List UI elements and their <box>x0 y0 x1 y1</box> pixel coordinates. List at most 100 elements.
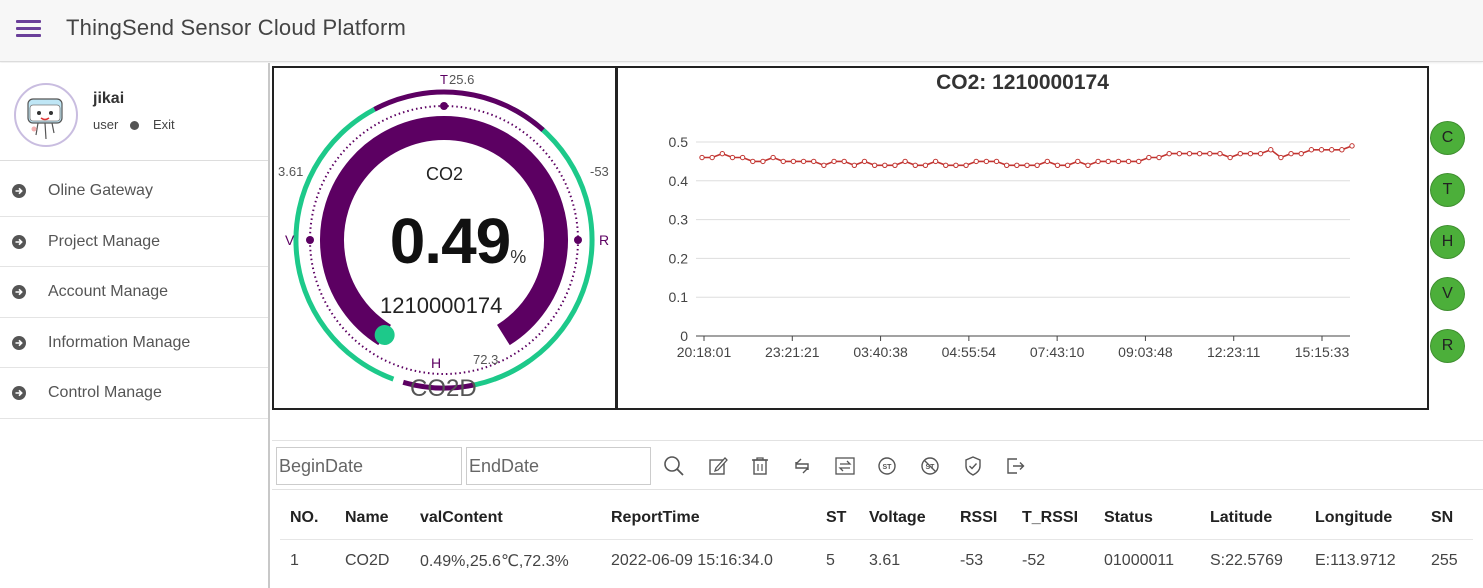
hamburger-menu-icon[interactable] <box>16 20 41 40</box>
data-point <box>892 162 898 168</box>
data-point <box>750 158 756 165</box>
data-point <box>1146 154 1152 161</box>
data-point <box>1125 158 1132 165</box>
side-button-t[interactable]: T <box>1430 173 1465 207</box>
refresh-icon[interactable] <box>791 455 813 477</box>
cell-reporttime: 2022-06-09 15:16:34.0 <box>601 538 816 583</box>
gauge-sensor-label: CO2 <box>426 164 464 184</box>
data-point <box>1217 150 1223 157</box>
data-point <box>943 162 949 168</box>
column-header[interactable]: Longitude <box>1315 508 1393 526</box>
data-point <box>1227 154 1233 161</box>
table-row[interactable]: 1 CO2D 0.49%,25.6℃,72.3% 2022-06-09 15:1… <box>280 538 1473 583</box>
data-point <box>1075 158 1081 165</box>
cell-latitude: S:22.5769 <box>1200 538 1305 583</box>
end-date-input[interactable] <box>466 447 651 485</box>
gauge-v-label: V <box>285 232 295 248</box>
gauge-t-value: 25.6 <box>449 72 475 87</box>
sidebar-item-label: Information Manage <box>48 333 191 351</box>
data-point <box>912 162 918 168</box>
gauge-outer-right-arc <box>493 107 595 382</box>
gauge-v-marker <box>306 236 314 244</box>
cell-rssi: -53 <box>950 538 1012 583</box>
data-point <box>851 162 858 168</box>
column-header[interactable]: ST <box>826 508 847 526</box>
data-point <box>922 162 929 168</box>
sidebar-item-oline-gateway[interactable]: Oline Gateway <box>0 166 268 217</box>
begin-date-input[interactable] <box>276 447 462 485</box>
data-point <box>973 158 979 165</box>
data-point <box>882 162 888 168</box>
data-point <box>1003 162 1010 168</box>
gauge-r-marker <box>574 236 582 244</box>
x-tick-label: 09:03:48 <box>1118 344 1173 360</box>
edit-icon[interactable] <box>707 455 729 477</box>
cell-no: 1 <box>280 538 335 583</box>
column-header[interactable]: RSSI <box>960 508 998 526</box>
search-icon[interactable] <box>663 455 685 477</box>
data-point <box>1105 158 1111 165</box>
sidebar-item-information-manage[interactable]: Information Manage <box>0 318 268 368</box>
gauge-t-label: T <box>440 72 448 87</box>
x-tick-label: 07:43:10 <box>1030 344 1085 360</box>
x-tick-label: 20:18:01 <box>677 344 732 360</box>
shield-check-icon[interactable] <box>962 455 984 477</box>
user-role: user <box>93 117 119 132</box>
data-point <box>983 158 990 165</box>
data-point <box>1207 150 1213 157</box>
data-point <box>1166 150 1172 157</box>
data-point <box>1298 150 1304 157</box>
gauge-h-value: 72.3 <box>473 352 499 367</box>
delete-icon[interactable] <box>749 455 771 477</box>
column-header[interactable]: Status <box>1104 508 1153 526</box>
transfer-icon[interactable] <box>834 455 856 477</box>
gauge-level-arc <box>320 116 568 346</box>
arrow-circle-right-icon <box>12 386 26 400</box>
chart-title: CO2: 1210000174 <box>936 71 1109 94</box>
data-point <box>709 154 715 161</box>
sidebar-nav: Oline Gateway Project Manage Account Man… <box>0 166 268 419</box>
column-header[interactable]: Latitude <box>1210 508 1273 526</box>
username: jikai <box>93 90 125 107</box>
sidebar-item-account-manage[interactable]: Account Manage <box>0 267 268 318</box>
app-header: ThingSend Sensor Cloud Platform <box>0 0 1483 62</box>
data-point <box>800 158 807 165</box>
exit-link[interactable]: Exit <box>153 117 175 132</box>
side-button-r[interactable]: R <box>1430 329 1465 363</box>
data-point <box>739 154 746 161</box>
column-header[interactable]: T_RSSI <box>1022 508 1079 526</box>
x-tick-label: 04:55:54 <box>942 344 997 360</box>
data-point <box>790 158 797 165</box>
st-icon[interactable]: ST <box>876 455 898 477</box>
y-tick-label: 0.4 <box>669 173 689 189</box>
divider <box>272 440 1483 441</box>
data-point <box>1136 158 1142 165</box>
side-button-v[interactable]: V <box>1430 277 1465 311</box>
chart-panel: CO2: 1210000174 0 0.1 0.2 0.3 0.4 0.5 20:18:01… <box>616 66 1429 410</box>
column-header[interactable]: NO. <box>290 508 319 526</box>
data-point <box>1247 150 1254 157</box>
sidebar-item-label: Project Manage <box>48 232 161 250</box>
column-header[interactable]: SN <box>1431 508 1454 526</box>
sidebar-item-label: Oline Gateway <box>48 182 153 199</box>
cell-valcontent: 0.49%,25.6℃,72.3% <box>410 538 601 583</box>
side-button-c[interactable]: C <box>1430 121 1465 155</box>
column-header[interactable]: valContent <box>420 508 503 526</box>
gauge-h-arc-green <box>474 359 531 388</box>
sidebar-item-control-manage[interactable]: Control Manage <box>0 368 268 419</box>
data-point <box>821 162 827 168</box>
data-point <box>1115 158 1122 165</box>
column-header[interactable]: Name <box>345 508 389 526</box>
export-icon[interactable] <box>1004 455 1026 477</box>
gauge-panel: T 25.6 3.61 -53 V R CO2 0.49% 1210000174… <box>272 66 617 410</box>
column-header[interactable]: Voltage <box>869 508 926 526</box>
sidebar: jikai user Exit Oline Gateway Project Ma… <box>0 63 270 588</box>
st-off-icon[interactable]: ST <box>919 455 941 477</box>
side-button-h[interactable]: H <box>1430 225 1465 259</box>
x-tick-label: 23:21:21 <box>765 344 820 360</box>
data-point <box>699 154 705 161</box>
column-header[interactable]: ReportTime <box>611 508 700 526</box>
sidebar-item-project-manage[interactable]: Project Manage <box>0 217 268 267</box>
data-point <box>902 158 908 165</box>
series-line <box>702 145 1353 167</box>
